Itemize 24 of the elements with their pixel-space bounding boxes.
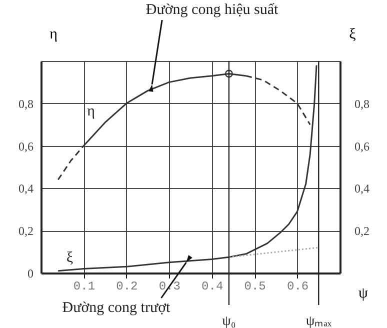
annotation: Đường cong trượt — [62, 300, 172, 316]
y-tick-label: 0,8 — [18, 96, 34, 111]
line-series — [57, 64, 318, 272]
x-tick-label: 0.4 — [202, 280, 224, 294]
y-tick-label: 0,2 — [18, 224, 34, 238]
y-axis-title: η — [50, 26, 58, 42]
series-label: η — [87, 103, 96, 120]
y2-tick-label: 0,8 — [354, 96, 370, 111]
series-label: ξ — [66, 250, 74, 266]
x-tick-label: 0.5 — [244, 280, 266, 294]
annotation: Đường cong hiệu suất — [146, 2, 280, 18]
y-tick-label: 0 — [28, 266, 34, 280]
ref-line-label: ψₘₐₓ — [306, 314, 332, 328]
y-tick-label: 0,6 — [18, 139, 34, 154]
x-axis-title: ψ — [358, 286, 368, 302]
y2-axis-title: ξ — [349, 26, 356, 42]
y-tick-label: 0,4 — [18, 182, 34, 196]
x-tick-label: 0.6 — [286, 280, 309, 294]
y2-tick-label: 0,4 — [354, 182, 370, 196]
x-tick-label: 0.1 — [73, 280, 96, 294]
y2-tick-label: 0,6 — [354, 139, 370, 154]
y2-tick-label: 0,2 — [354, 224, 370, 238]
ref-line-label: ψ₀ — [222, 314, 236, 328]
x-tick-label: 0.2 — [116, 280, 138, 294]
